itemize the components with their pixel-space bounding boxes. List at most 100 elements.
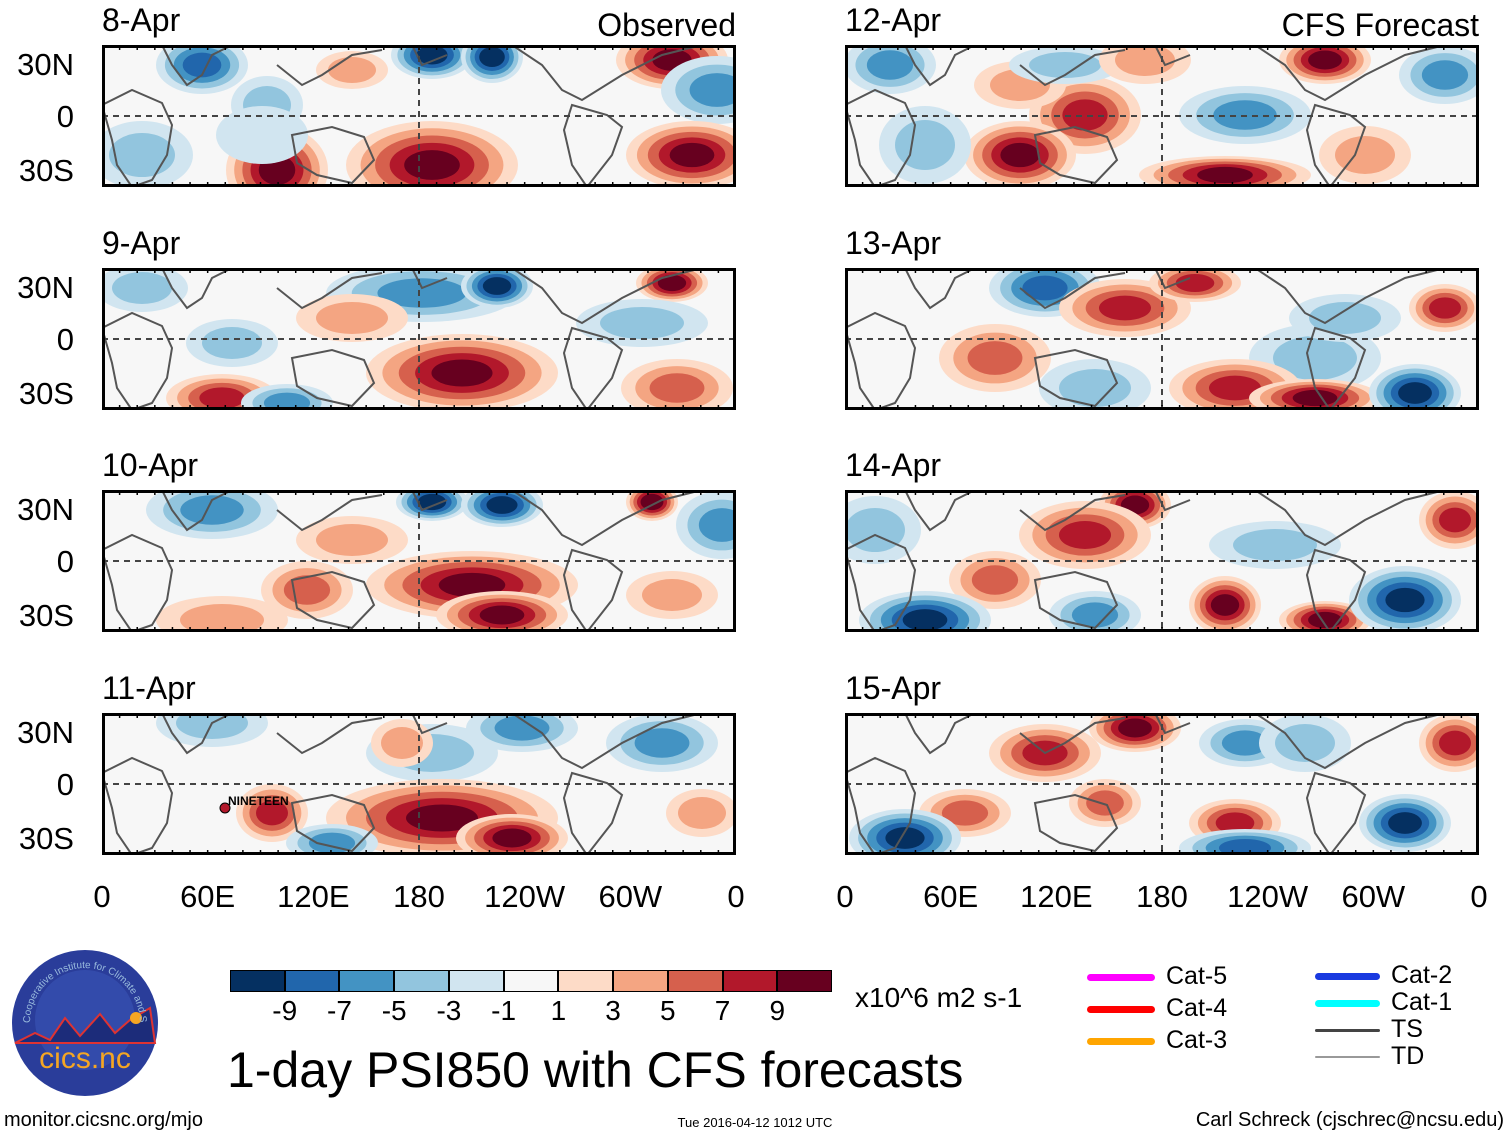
coastline [845,88,917,187]
lat-tick-label: 30S [18,153,74,188]
lon-tick-label: 60E [923,879,979,914]
panel-label: Observed [597,7,736,43]
coastline [1154,45,1191,67]
anomaly-contour [406,804,478,832]
anomaly-contour [1059,521,1111,549]
anomaly-contour [216,106,308,164]
lon-tick-label: 0 [836,879,854,914]
anomaly-contour [1439,730,1471,756]
map-panel: NINETEEN [102,713,736,855]
anomaly-contour [182,52,222,78]
anomaly-contour [180,495,244,525]
coastline [511,490,703,547]
legend-line-cat-5 [1087,973,1155,981]
figure-title: 1-day PSI850 with CFS forecasts [227,1042,964,1098]
anomaly-contour [283,575,331,605]
lon-tick-label: 60E [180,879,236,914]
anomaly-contour [1273,336,1357,380]
colorbar-units: x10^6 m2 s-1 [855,982,1023,1013]
lat-tick-label: 30N [17,492,74,527]
storm-marker [219,802,231,814]
coastline [1033,570,1119,630]
coastline [1019,717,1126,755]
anomaly-contour [431,359,493,387]
anomaly-contour [1429,297,1461,319]
coastline [102,533,174,632]
anomaly-contour [1215,812,1255,834]
panel-date-title: 14-Apr [845,447,942,483]
coastline [102,756,174,855]
lon-tick-label: 120W [484,879,566,914]
anomaly-contour [1308,611,1342,629]
coastline [161,45,233,87]
anomaly-contour [902,609,948,631]
coastline [102,311,174,410]
anomaly-contour [486,496,518,514]
anomaly-contour [698,508,736,542]
coastline [511,713,703,770]
coastline [102,88,174,187]
coastline [845,311,917,410]
coastline [411,713,448,735]
coastline [511,45,703,102]
coastline [1019,494,1126,532]
lat-tick-label: 30S [18,376,74,411]
anomaly-contour [678,797,726,829]
anomaly-contour [256,800,288,826]
coastline [904,45,976,87]
legend-label: Cat-3 [1166,1026,1228,1054]
coastline [904,268,976,310]
colorbar-tick-label: 5 [660,995,676,1026]
anomaly-contour [482,277,512,295]
map-panel [102,45,736,187]
panel-date-title: 13-Apr [845,225,942,261]
colorbar-box [667,970,723,992]
lon-tick-label: 120W [1227,879,1309,914]
lon-tick-label: 180 [1136,879,1188,914]
lon-tick-label: 0 [93,879,111,914]
anomaly-contour [328,57,376,83]
lat-tick-label: 30N [17,47,74,82]
anomaly-contour [1335,136,1395,174]
coastline [904,490,976,532]
anomaly-contour [1115,45,1175,76]
anomaly-contour [1233,529,1317,561]
map-panel [102,268,736,410]
anomaly-contour [1308,50,1342,70]
lon-tick-label: 60W [1341,879,1406,914]
coastline [1154,713,1191,735]
colorbar-tick-label: -1 [491,995,517,1026]
anomaly-contour [1086,790,1124,816]
legend-line-cat-2 [1315,972,1380,980]
map-panel [845,490,1479,632]
colorbar-tick-label: -5 [381,995,407,1026]
coastline [161,490,233,532]
anomaly-contour [417,493,447,511]
colorbar-tick-label: 7 [714,995,731,1026]
coastline [1254,490,1446,547]
anomaly-contour [492,828,532,848]
coastline [1254,713,1446,770]
colorbar-box [722,970,778,992]
anomaly-contour [669,142,715,168]
coastline [511,268,703,325]
map-panel [845,45,1479,187]
anomaly-contour [1175,274,1215,292]
colorbar-box [448,970,504,992]
footer-timestamp: Tue 2016-04-12 1012 UTC [677,1115,833,1130]
legend-label: TD [1391,1042,1425,1070]
colorbar-box [777,970,832,992]
anomaly-contour [1029,52,1101,78]
legend-label: TS [1391,1015,1423,1043]
legend-line-cat-1 [1315,999,1380,1007]
lon-tick-label: 120E [277,879,350,914]
colorbar-tick-label: 3 [605,995,621,1026]
colorbar-tick-label: 1 [550,995,567,1026]
coastline [161,713,233,755]
coastline [411,490,448,512]
panel-date-title: 9-Apr [102,225,181,261]
legend-label: Cat-4 [1166,994,1228,1022]
anomaly-contour [1000,142,1040,168]
anomaly-contour [1421,60,1469,90]
colorbar-tick-label: -9 [272,995,298,1026]
